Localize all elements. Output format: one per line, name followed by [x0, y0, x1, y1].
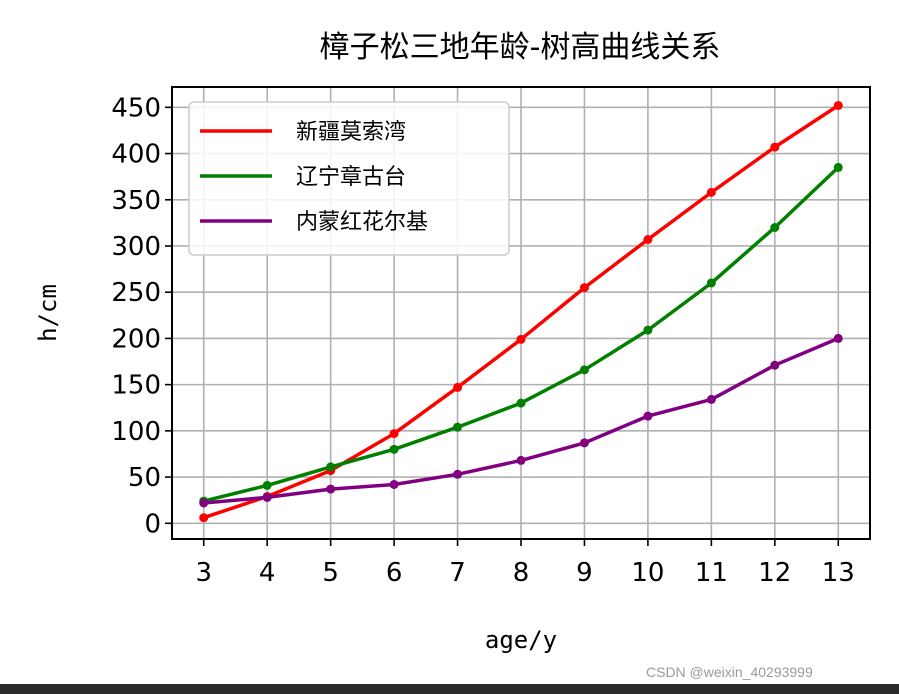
data-point [770, 360, 780, 370]
data-point [643, 235, 653, 245]
y-tick-label: 450 [111, 93, 161, 123]
data-point [706, 278, 716, 288]
x-tick-label: 4 [259, 558, 276, 588]
y-tick-label: 250 [111, 278, 161, 308]
y-tick-label: 300 [111, 232, 161, 262]
data-point [706, 187, 716, 197]
data-point [579, 438, 589, 448]
data-point [389, 429, 399, 439]
bottom-bar [0, 684, 899, 694]
data-point [579, 283, 589, 293]
x-tick-label: 5 [322, 558, 339, 588]
legend-label: 内蒙红花尔基 [296, 210, 428, 235]
x-tick-label: 12 [758, 558, 791, 588]
grid-layer [172, 87, 870, 539]
chart-title: 樟子松三地年龄-树高曲线关系 [320, 30, 721, 65]
data-point [453, 469, 463, 479]
x-tick-label: 3 [195, 558, 212, 588]
data-point [643, 411, 653, 421]
data-point [516, 398, 526, 408]
x-tick-label: 6 [386, 558, 403, 588]
y-tick-label: 350 [111, 186, 161, 216]
x-tick-label: 8 [513, 558, 530, 588]
data-point [262, 492, 272, 502]
data-point [453, 422, 463, 432]
ticks-layer: 3 4 5 6 7 8 9 10 11 12 13 0 50 100 150 200 250 300 350 400 4… [111, 93, 854, 588]
data-point [770, 222, 780, 232]
data-point [389, 479, 399, 489]
x-tick-label: 10 [631, 558, 664, 588]
x-tick-label: 13 [822, 558, 855, 588]
series-2 [199, 162, 843, 506]
data-point [326, 484, 336, 494]
data-point [326, 462, 336, 472]
x-tick-label: 9 [576, 558, 593, 588]
data-point [833, 333, 843, 343]
legend-label: 辽宁章古台 [296, 165, 406, 190]
data-point [389, 444, 399, 454]
data-point [770, 142, 780, 152]
y-tick-label: 50 [128, 463, 161, 493]
y-tick-label: 400 [111, 140, 161, 170]
data-point [516, 455, 526, 465]
legend-box [188, 101, 510, 256]
x-axis-label: age/y [485, 626, 557, 654]
data-point [833, 162, 843, 172]
data-point [453, 382, 463, 392]
legend-label: 新疆莫索湾 [296, 120, 406, 145]
data-point [262, 480, 272, 490]
series-3 [199, 333, 843, 508]
data-point [199, 498, 209, 508]
data-point [833, 100, 843, 110]
data-point [199, 513, 209, 523]
series-layer [199, 100, 843, 523]
data-point [643, 325, 653, 335]
x-tick-label: 11 [695, 558, 728, 588]
data-point [706, 394, 716, 404]
data-point [516, 334, 526, 344]
y-tick-label: 200 [111, 324, 161, 354]
data-point [579, 365, 589, 375]
watermark: CSDN @weixin_40293999 [646, 664, 813, 680]
y-tick-label: 100 [111, 417, 161, 447]
y-axis-label: h/cm [34, 284, 62, 342]
x-tick-label: 7 [449, 558, 466, 588]
y-tick-label: 0 [144, 509, 161, 539]
y-tick-label: 150 [111, 371, 161, 401]
